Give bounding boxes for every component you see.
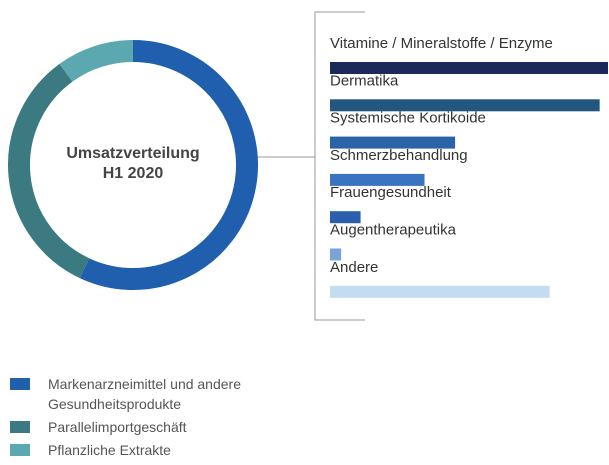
legend-swatch [10, 421, 30, 433]
legend-swatch [10, 444, 30, 456]
donut-segment [59, 40, 134, 82]
bar [330, 285, 550, 298]
chart: Umsatzverteilung H1 2020 Vitamine / Mine… [8, 11, 608, 321]
legend-item: Markenarzneimittel und andere Gesundheit… [10, 374, 310, 414]
donut-segment [8, 63, 90, 279]
bar [330, 248, 342, 261]
bar [330, 211, 361, 224]
bar [330, 99, 600, 112]
bar-label: Schmerzbehandlung [330, 147, 468, 164]
legend-item: Parallelimportgeschäft [10, 417, 310, 437]
bar-label: Frauengesundheit [330, 184, 452, 201]
bar-label: Systemische Kortikoide [330, 110, 486, 127]
donut-segment [79, 40, 258, 290]
bar [330, 136, 456, 149]
donut-title: Umsatzverteilung [66, 145, 199, 162]
bar-label: Augentherapeutika [330, 222, 457, 239]
donut-subtitle: H1 2020 [103, 165, 164, 182]
legend-label: Parallelimportgeschäft [48, 419, 187, 435]
legend-label: Markenarzneimittel und andere Gesundheit… [48, 376, 241, 412]
bar-label: Dermatika [330, 72, 399, 89]
bar-label: Andere [330, 259, 378, 276]
legend-item: Pflanzliche Extrakte [10, 440, 310, 460]
bar-label: Vitamine / Mineralstoffe / Enzyme [330, 35, 553, 52]
bar [330, 173, 425, 186]
legend-label: Pflanzliche Extrakte [48, 442, 171, 458]
legend: Markenarzneimittel und andere Gesundheit… [10, 374, 310, 463]
legend-swatch [10, 378, 30, 390]
connector-bracket [255, 11, 365, 321]
bar [330, 62, 608, 74]
